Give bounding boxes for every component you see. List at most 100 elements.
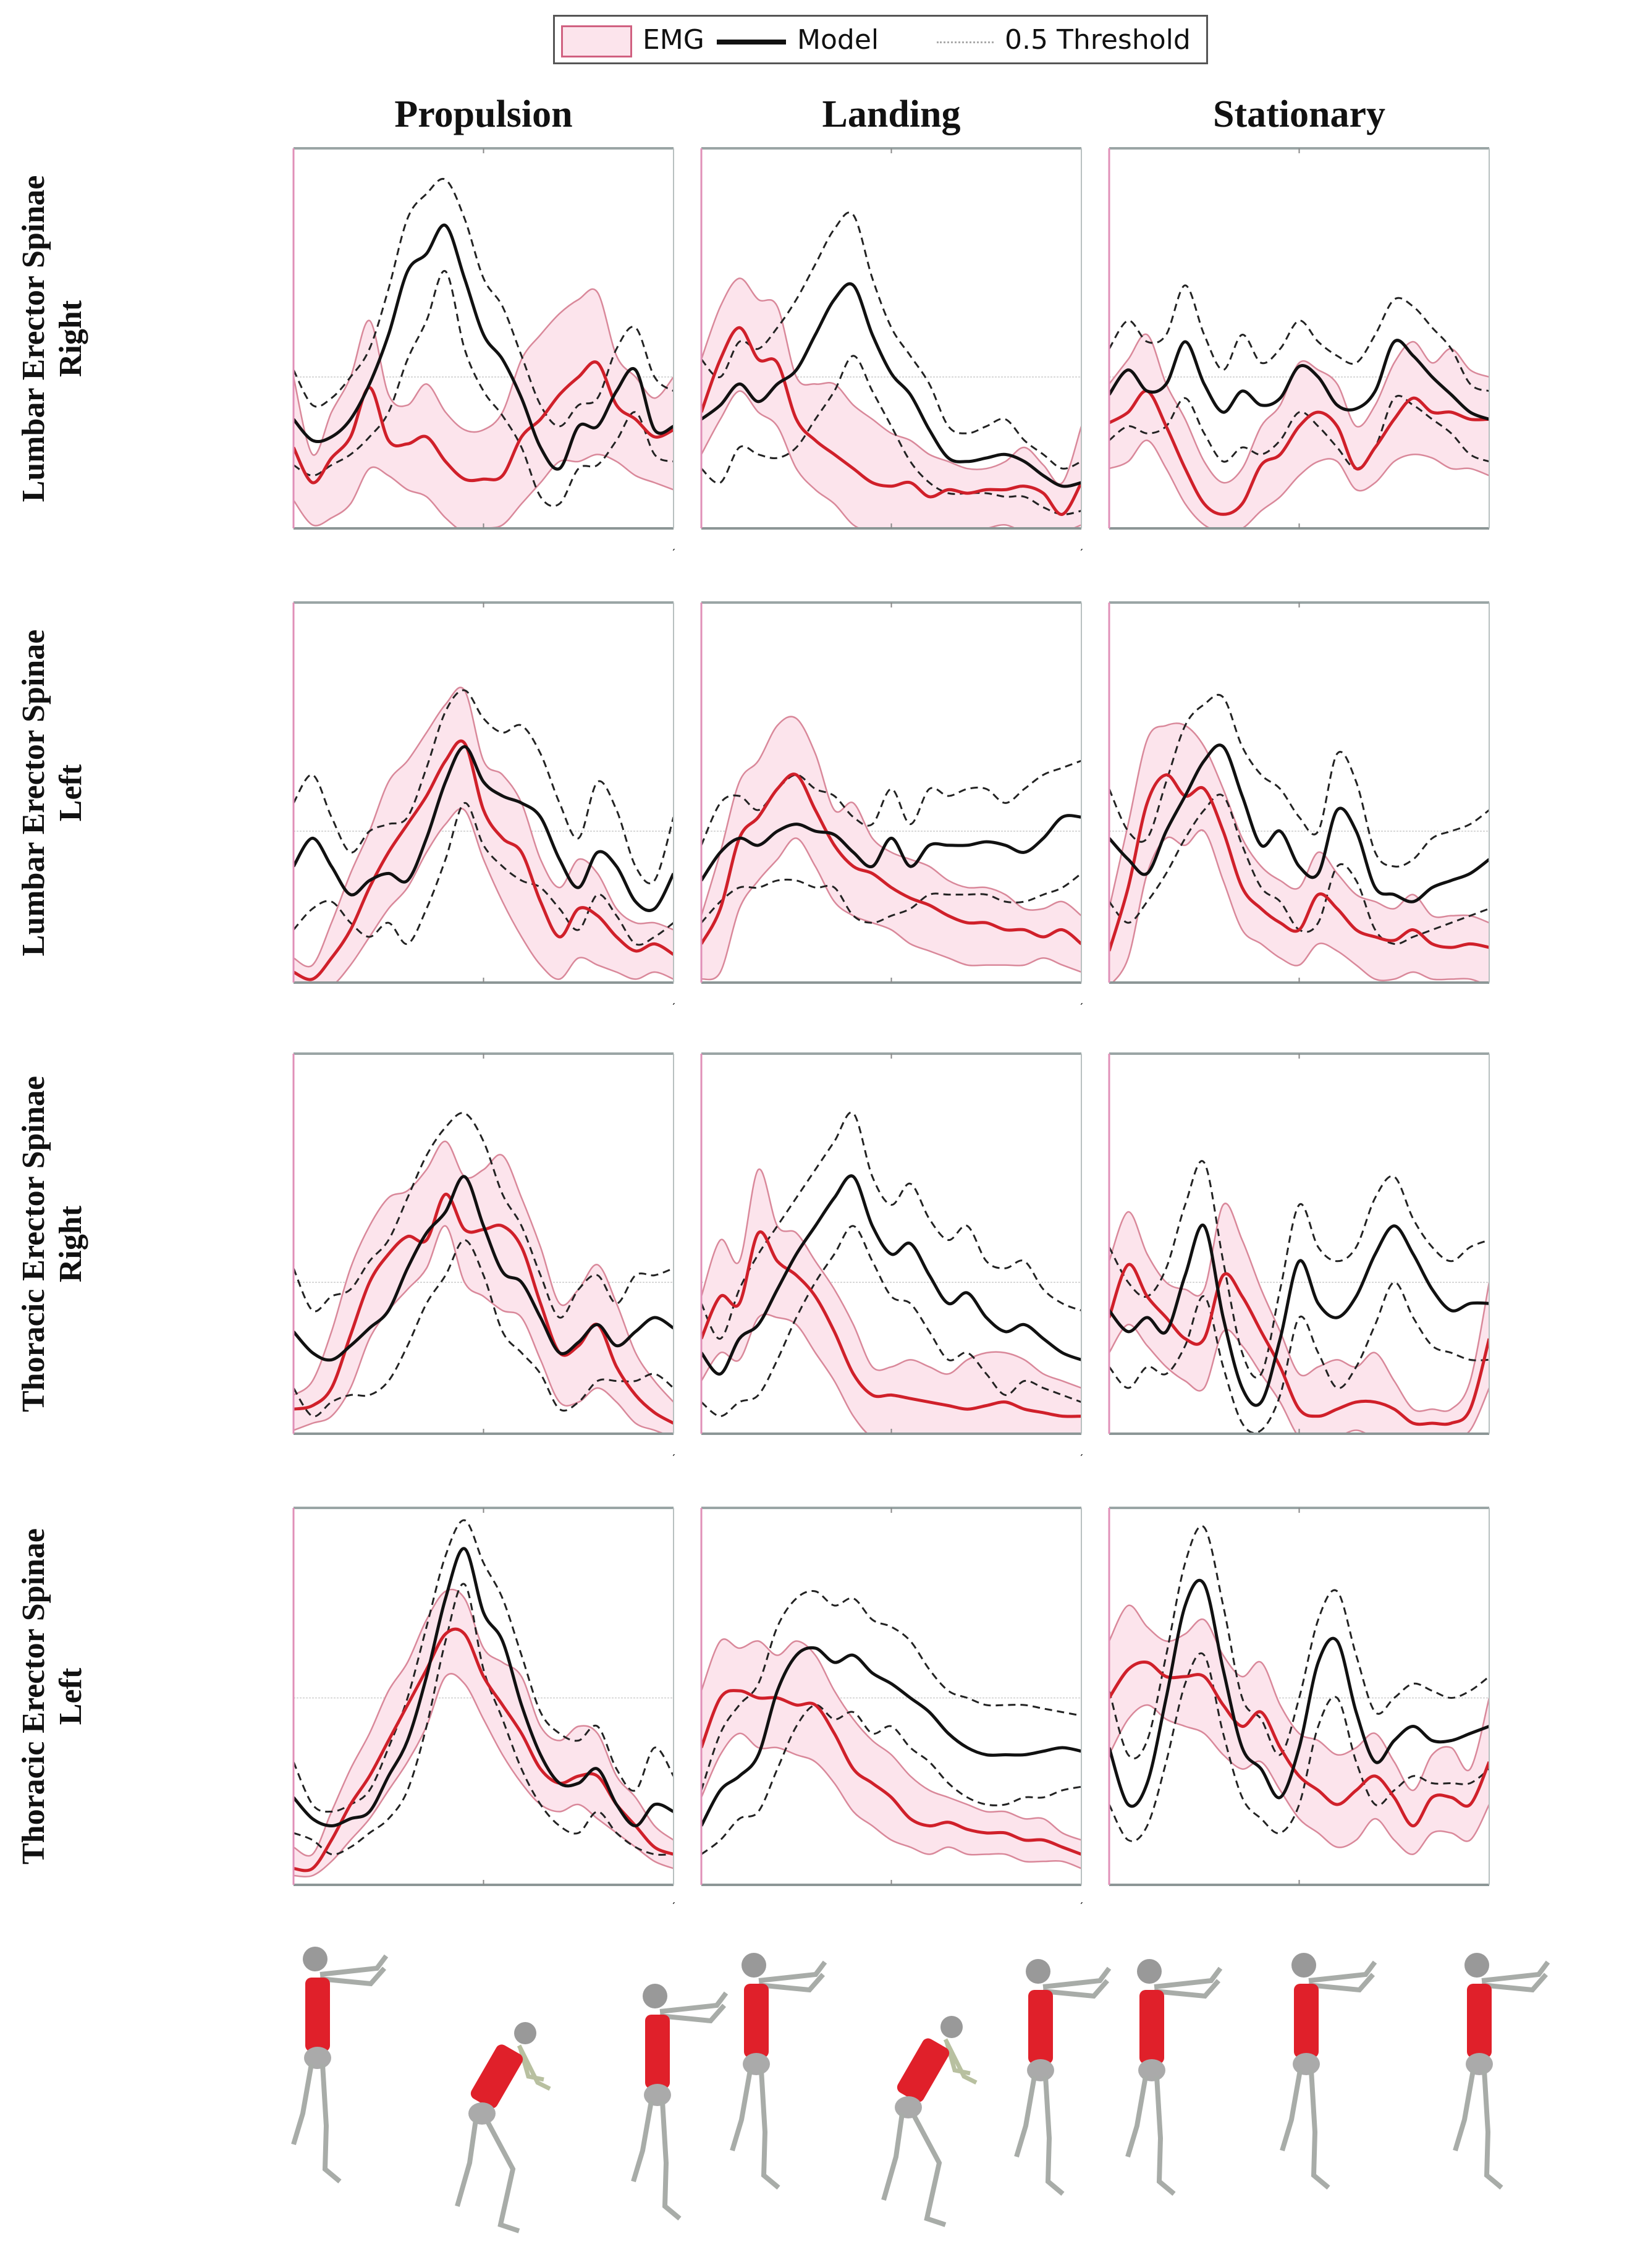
emg-mean-line	[1109, 389, 1489, 516]
emg-mean-line	[701, 772, 1081, 946]
legend-model-label: Model	[797, 24, 879, 56]
emg-band-lower	[294, 1673, 674, 1877]
model-mean-line	[1109, 339, 1489, 421]
row-muscle: Thoracic Erector Spinae	[16, 1075, 51, 1412]
legend-threshold-label: 0.5 Threshold	[1005, 24, 1191, 56]
emg-mean-line	[294, 360, 674, 484]
skeleton-head	[742, 1953, 766, 1978]
legend: EMG Model 0.5 Threshold	[553, 15, 1208, 64]
panel-r2-c0	[292, 1052, 674, 1435]
panel-r0-c0	[292, 147, 674, 530]
emg-band-upper	[701, 277, 1081, 485]
emg-band-lower	[1109, 1324, 1489, 1434]
model-upper-bound	[1109, 1160, 1489, 1379]
x-tick-label-clipped: ˏ	[1079, 538, 1084, 551]
figure: EMG Model 0.5 Threshold Propulsion Landi…	[15, 15, 1550, 2233]
skeleton-limb	[659, 1991, 729, 2024]
skeleton-limb	[1042, 1966, 1112, 1999]
skeleton-limb	[1453, 2070, 1503, 2190]
model-upper-bound	[701, 211, 1081, 470]
model-upper-bound	[1109, 693, 1489, 868]
model-mean-line	[701, 814, 1081, 882]
model-mean-line	[701, 282, 1081, 488]
emg-band-upper	[1109, 1203, 1489, 1412]
legend-emg-label: EMG	[643, 24, 704, 56]
legend-threshold-line	[937, 41, 994, 43]
skeleton-limb	[881, 2113, 947, 2227]
skeleton-limb	[304, 2047, 331, 2069]
skeleton-limb	[758, 1960, 827, 1993]
skeleton-limb	[743, 2053, 770, 2075]
emg-band	[1109, 1203, 1489, 1434]
skeleton-limb	[943, 2038, 978, 2085]
model-mean-line	[701, 1174, 1081, 1376]
skeleton-limb	[644, 2084, 671, 2106]
model-mean-line	[1109, 743, 1489, 903]
emg-band-upper	[701, 1168, 1081, 1389]
model-lower-bound	[1109, 1652, 1489, 1842]
emg-band-upper	[1109, 333, 1489, 484]
skeleton-torso-muscle	[470, 2044, 523, 2109]
emg-band	[1109, 334, 1489, 528]
skeleton-torso-muscle	[305, 1978, 330, 2052]
skeleton-torso-muscle	[1139, 1990, 1164, 2064]
panel-r3-c2	[1108, 1507, 1490, 1886]
model-mean-line	[1109, 1578, 1489, 1808]
emg-band-upper	[701, 716, 1081, 916]
panel-r2-c2	[1108, 1052, 1490, 1435]
model-lower-bound	[701, 873, 1081, 924]
skeleton-limb	[1027, 2059, 1054, 2081]
emg-mean-line	[701, 1689, 1081, 1856]
emg-band	[701, 278, 1081, 528]
emg-mean-line	[701, 1230, 1081, 1418]
panel-r0-c1	[700, 147, 1082, 530]
emg-band	[294, 1589, 674, 1877]
skeleton-limb	[1280, 2070, 1330, 2190]
emg-mean-line	[1109, 773, 1489, 952]
column-title-stationary: Stationary	[1213, 93, 1385, 135]
skeleton-torso-muscle	[897, 2038, 950, 2102]
row-label: Thoracic Erector Spinae Right	[15, 1031, 90, 1457]
skeleton-figure-crouch	[455, 2022, 551, 2233]
skeleton-limb	[895, 2096, 922, 2118]
emg-band-upper	[294, 1140, 674, 1403]
x-tick-label-clipped: ˏ	[1079, 1443, 1084, 1457]
emg-mean-line	[1109, 1661, 1489, 1828]
row-muscle: Lumbar Erector Spinae	[16, 175, 51, 502]
emg-band	[701, 716, 1081, 980]
skeleton-limb	[631, 2101, 682, 2221]
skeleton-torso-muscle	[1467, 1984, 1492, 2058]
panel-r3-c1	[700, 1507, 1082, 1886]
skeleton-figure-standing-reach	[730, 1953, 827, 2190]
model-upper-bound	[701, 760, 1081, 846]
emg-band	[294, 687, 674, 983]
panel-r0-c2	[1108, 147, 1490, 530]
skeleton-limb	[1125, 2076, 1176, 2196]
skeleton-head	[643, 1984, 667, 2008]
panel-r1-c1	[700, 601, 1082, 984]
skeleton-figure-standing-reach	[1014, 1959, 1112, 2196]
skeleton-limb	[730, 2070, 780, 2190]
skeleton-figure-standing-reach	[291, 1947, 389, 2184]
plot-area	[292, 147, 1490, 1886]
emg-band	[1109, 1605, 1489, 1855]
skeleton-head	[303, 1947, 327, 1971]
skeleton-figure-standing-reach	[1280, 1953, 1377, 2190]
model-lower-bound	[701, 1704, 1081, 1855]
skeleton-limb	[1014, 2076, 1065, 2196]
panel-r3-c0	[292, 1507, 674, 1886]
model-mean-line	[294, 1547, 674, 1828]
skeleton-limb	[1481, 1960, 1550, 1993]
emg-band-lower	[294, 454, 674, 528]
emg-band-lower	[294, 1225, 666, 1434]
legend-emg-swatch	[561, 25, 632, 57]
model-upper-bound	[294, 1112, 674, 1319]
emg-band-lower	[1109, 439, 1489, 528]
skeleton-torso-muscle	[1294, 1984, 1319, 2058]
emg-band-upper	[1109, 1604, 1489, 1792]
skeleton-figure-crouch	[881, 2016, 978, 2227]
model-lower-bound	[294, 270, 674, 507]
model-upper-bound	[294, 1519, 674, 1813]
emg-band-lower	[701, 390, 1081, 528]
row-muscle: Lumbar Erector Spinae	[16, 629, 51, 956]
